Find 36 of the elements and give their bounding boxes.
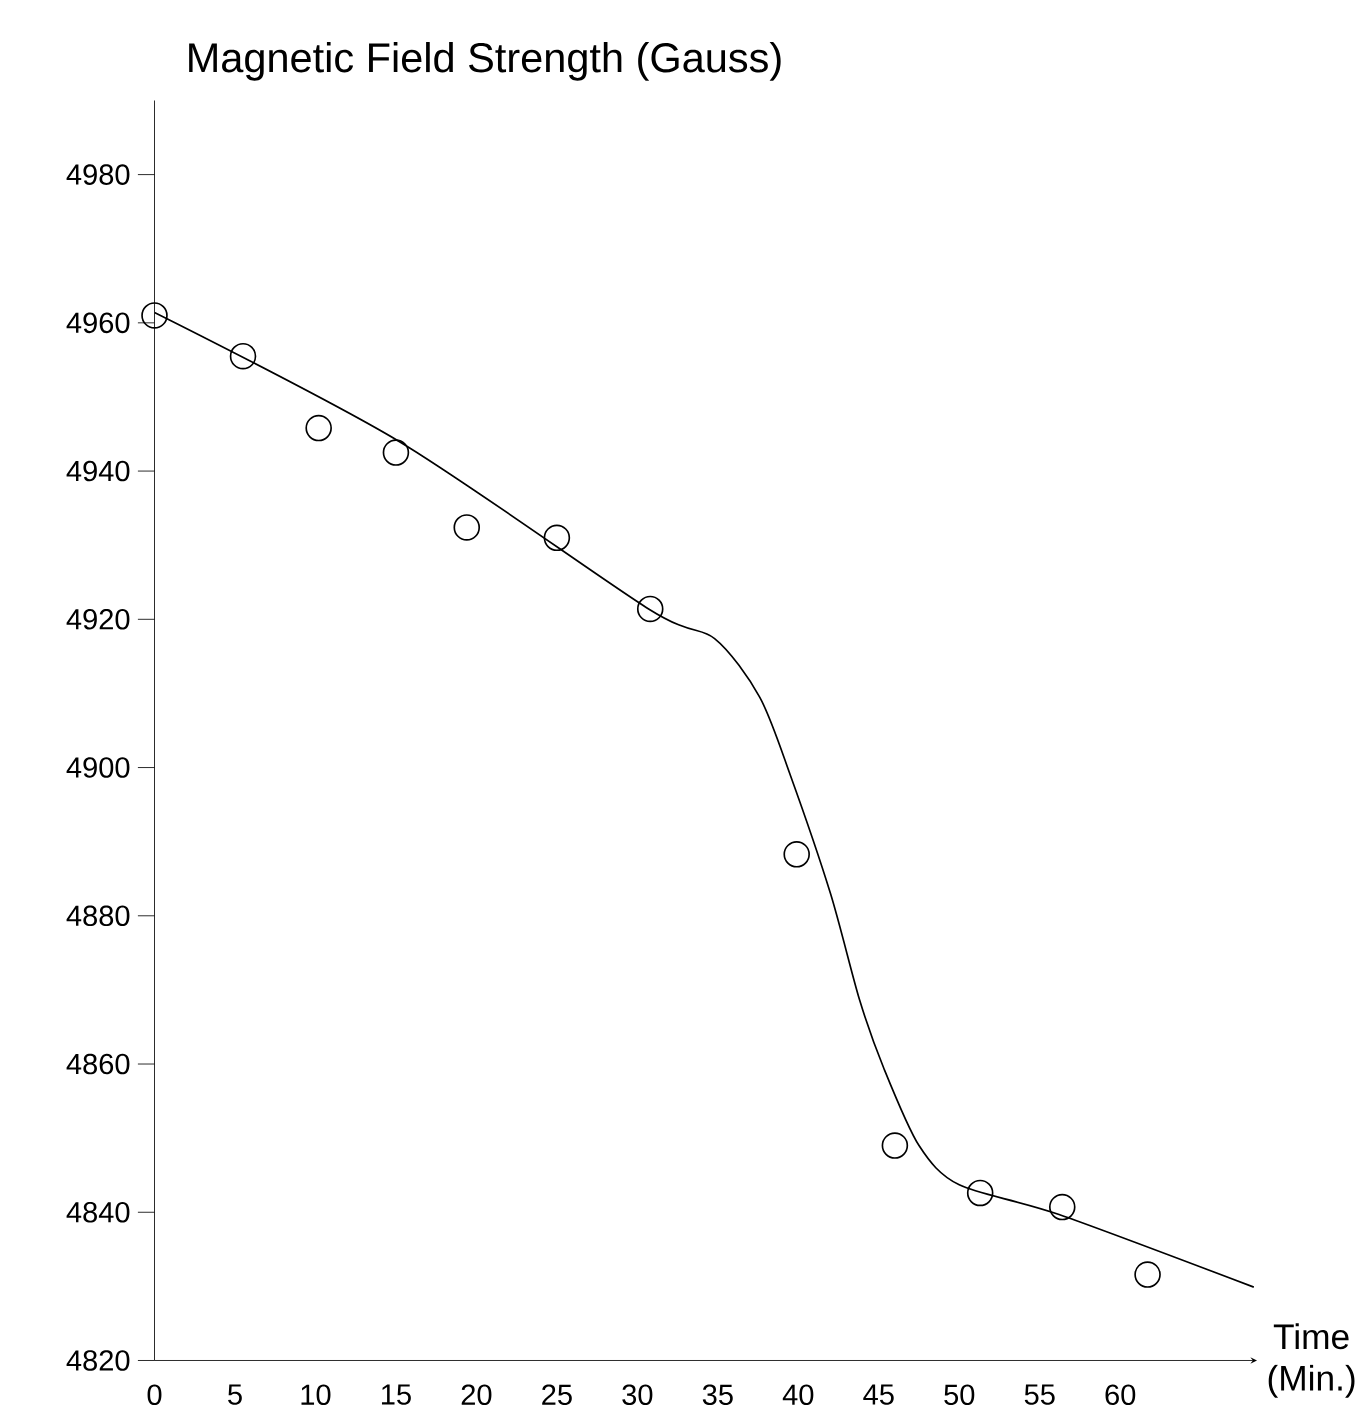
point: [1048, 1193, 1076, 1221]
point: [1134, 1261, 1161, 1288]
x-tick-label: 10: [301, 1384, 331, 1406]
x-tick-label: 30: [622, 1384, 653, 1406]
point: [305, 414, 332, 442]
x-tick-label: 5: [228, 1384, 242, 1405]
y-tick-label: 4920: [66, 609, 130, 630]
x-tick-label: 35: [702, 1384, 733, 1406]
x-tick-label: 50: [944, 1384, 975, 1406]
y-tick-label: 4820: [66, 1350, 130, 1371]
x-axis-title: Time (Min.): [1268, 1323, 1355, 1398]
x-tick-label: 25: [542, 1384, 572, 1406]
y-tick-label: 4960: [66, 312, 130, 334]
point: [229, 342, 257, 370]
x-tick-label: 45: [863, 1384, 894, 1405]
point: [881, 1132, 909, 1159]
point: [783, 840, 810, 868]
y-tick-label: 4880: [66, 905, 130, 927]
point: [453, 514, 481, 541]
x-tick-label: 0: [147, 1384, 162, 1406]
y-tick-label: 4980: [66, 164, 130, 185]
point: [141, 302, 168, 329]
x-tick-label: 15: [381, 1384, 411, 1405]
x-tick-label: 40: [782, 1384, 814, 1406]
point: [966, 1179, 994, 1207]
x-tick-label: 60: [1105, 1384, 1136, 1406]
y-tick-label: 4940: [66, 460, 130, 482]
x-tick-label: 55: [1024, 1384, 1055, 1405]
y-axis-title: Magnetic Field Strength (Gauss): [189, 42, 781, 81]
y-tick-label: 4840: [66, 1201, 130, 1223]
point: [636, 595, 664, 623]
point: [382, 439, 410, 466]
point: [543, 524, 571, 552]
y-tick-label: 4860: [66, 1053, 130, 1075]
x-tick-label: 20: [461, 1384, 492, 1406]
y-tick-label: 4900: [66, 757, 130, 778]
